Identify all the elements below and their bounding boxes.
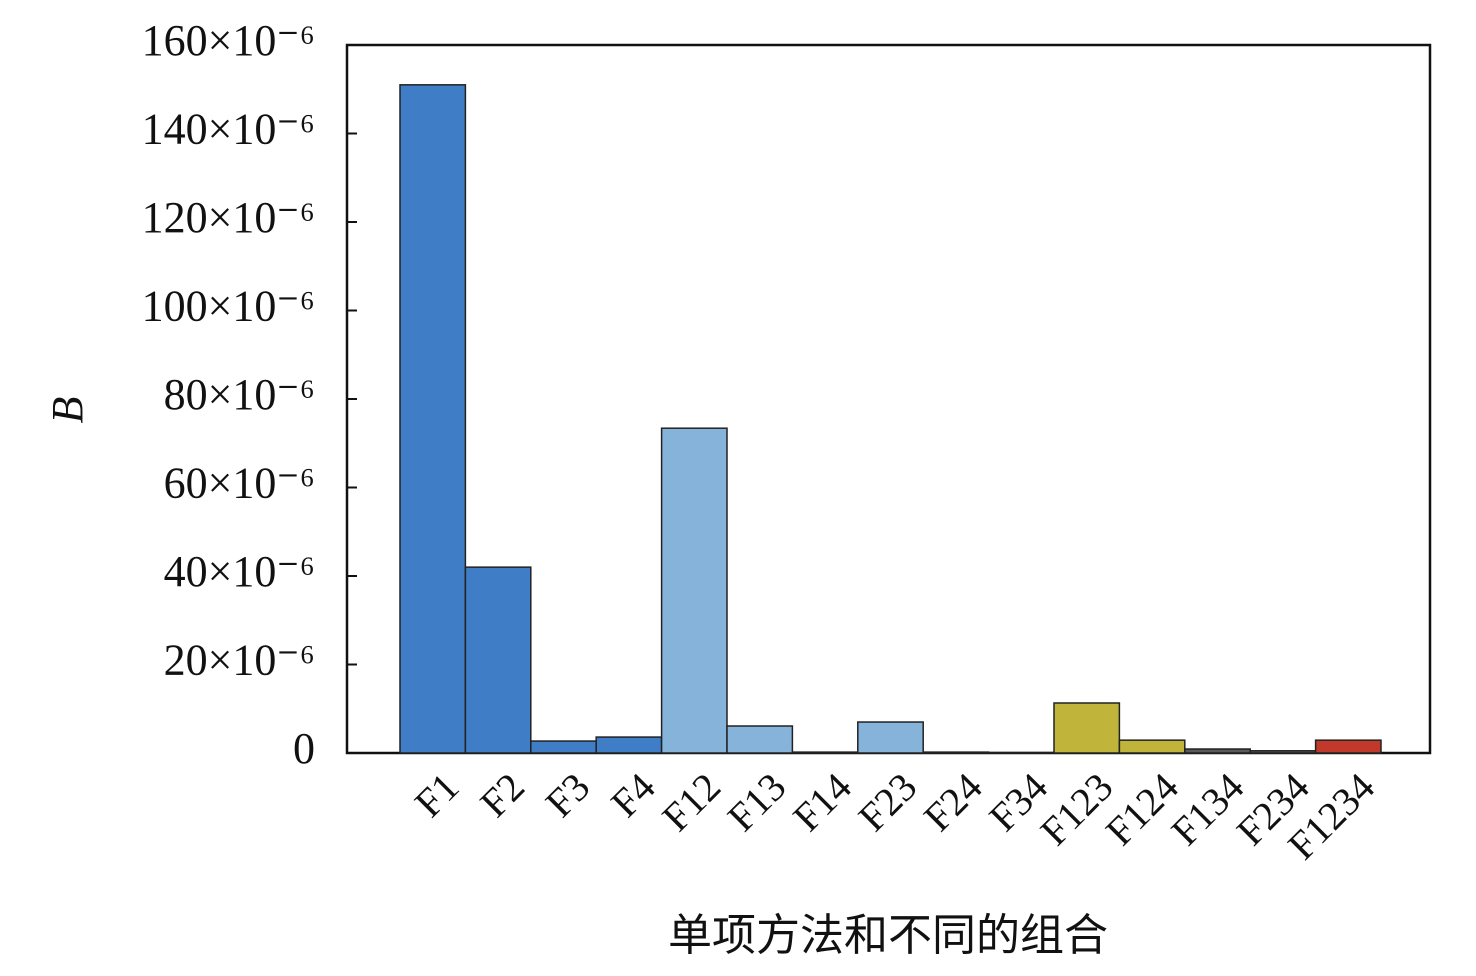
bar — [1314, 739, 1382, 754]
bar — [726, 725, 794, 754]
x-tick-label: F13 — [719, 764, 795, 840]
y-axis-label: B — [43, 397, 92, 424]
bar — [595, 736, 663, 754]
x-tick-label: F2 — [471, 764, 533, 826]
bar — [530, 740, 597, 754]
bar — [857, 721, 924, 754]
y-tick-label: 20×10⁻⁶ — [164, 636, 315, 685]
y-tick-label: 100×10⁻⁶ — [142, 282, 315, 331]
bar — [922, 751, 990, 754]
y-tick-label: 0 — [293, 724, 315, 773]
x-tick-label: F124 — [1097, 764, 1187, 854]
x-tick-label: F24 — [915, 764, 991, 840]
x-tick-label: F134 — [1162, 764, 1252, 854]
bar — [1118, 739, 1186, 754]
x-tick-label: F4 — [602, 764, 664, 826]
x-tick-label: F23 — [850, 764, 926, 840]
y-tick-label: 120×10⁻⁶ — [142, 193, 315, 242]
bar — [1053, 702, 1121, 754]
x-tick-label: F123 — [1032, 764, 1122, 854]
bar — [464, 566, 532, 754]
x-tick-label: F1 — [406, 764, 468, 826]
x-tick-label: F14 — [784, 764, 860, 840]
y-tick-label: 60×10⁻⁶ — [164, 459, 315, 508]
x-axis-label: 单项方法和不同的组合 — [668, 911, 1108, 960]
x-tick-label: F12 — [653, 764, 729, 840]
bar — [791, 751, 859, 754]
bar — [1249, 750, 1317, 754]
bar — [660, 427, 728, 754]
y-tick-label: 80×10⁻⁶ — [164, 370, 315, 419]
y-tick-label: 160×10⁻⁶ — [142, 16, 315, 65]
bar — [1184, 748, 1251, 754]
y-tick-label: 140×10⁻⁶ — [142, 105, 315, 154]
bar — [399, 84, 467, 754]
y-tick-label: 40×10⁻⁶ — [164, 547, 315, 596]
x-tick-label: F3 — [537, 764, 599, 826]
